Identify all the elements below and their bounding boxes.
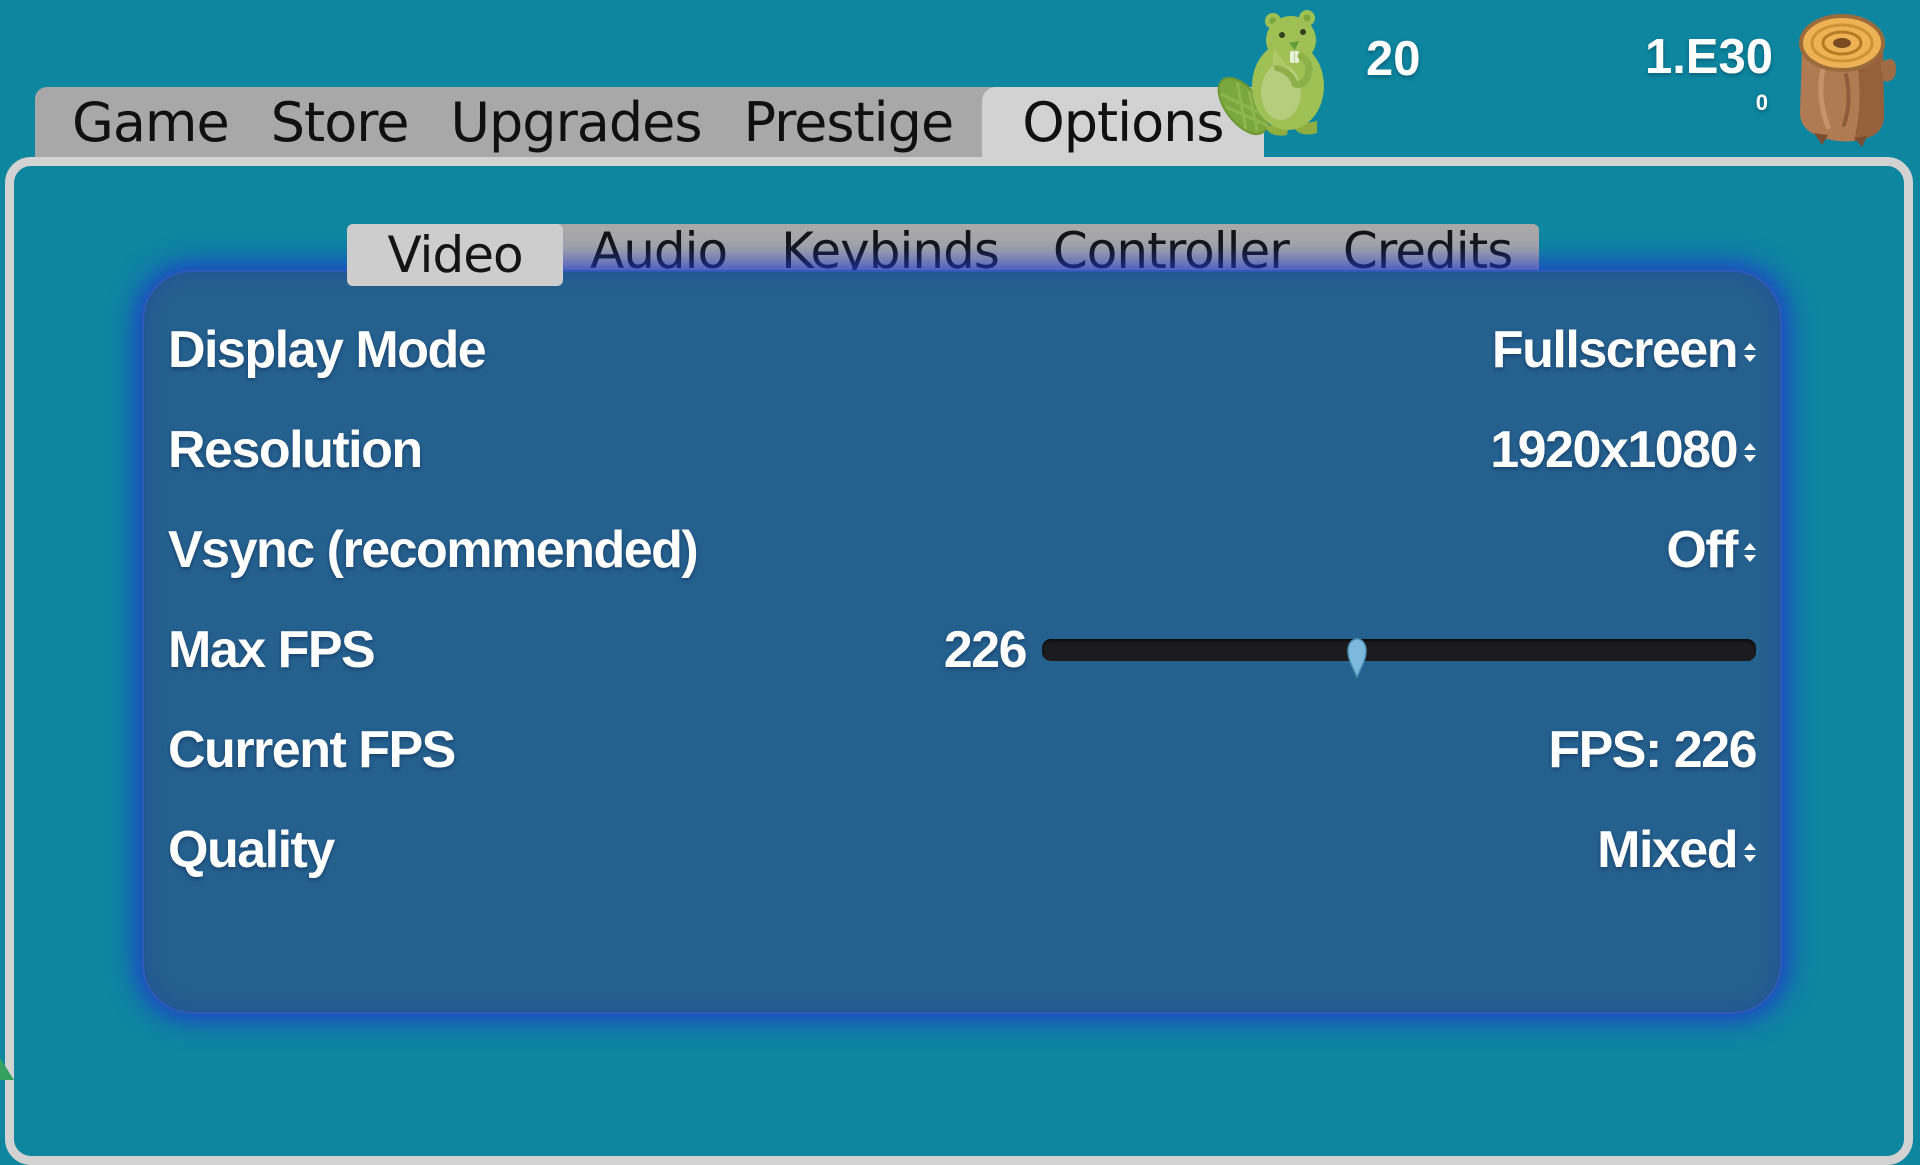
quality-label: Quality [168,821,335,879]
main-tab-bar: Game Store Upgrades Prestige Options [35,87,1264,157]
tab-video[interactable]: Video [347,224,563,286]
vsync-label: Vsync (recommended) [168,521,699,579]
setting-row-vsync: Vsync (recommended) Off [168,500,1756,600]
resolution-value: 1920x1080 [1490,421,1738,479]
vsync-value: Off [1666,521,1738,579]
dropdown-arrows-icon [1744,342,1756,362]
quality-value: Mixed [1597,821,1738,879]
dropdown-arrows-icon [1744,842,1756,862]
display-mode-value: Fullscreen [1491,321,1739,379]
tab-prestige[interactable]: Prestige [743,90,955,154]
max-fps-value: 226 [943,621,1028,679]
dropdown-arrows-icon [1744,442,1756,462]
vsync-dropdown[interactable]: Off [1666,520,1756,580]
setting-row-resolution: Resolution 1920x1080 [168,400,1756,500]
setting-row-max-fps: Max FPS 226 [168,600,1756,700]
tab-upgrades[interactable]: Upgrades [450,90,703,154]
resolution-dropdown[interactable]: 1920x1080 [1490,420,1756,480]
tab-game[interactable]: Game [72,90,230,154]
quality-dropdown[interactable]: Mixed [1597,820,1756,880]
setting-row-display-mode: Display Mode Fullscreen [168,300,1756,400]
beaver-count: 20 [1366,32,1421,86]
log-rate: 0 [1755,90,1768,115]
tab-options[interactable]: Options [982,87,1264,157]
current-fps-label: Current FPS [168,721,456,779]
log-count: 1.E30 [1644,30,1773,84]
current-fps-value: FPS: 226 [1548,721,1757,779]
display-mode-dropdown[interactable]: Fullscreen [1492,320,1756,380]
tab-store[interactable]: Store [270,90,410,154]
display-mode-label: Display Mode [168,321,487,379]
log-icon [1784,5,1902,154]
max-fps-slider-handle[interactable] [1347,631,1367,680]
beaver-icon [1205,8,1355,147]
max-fps-label: Max FPS [168,621,376,679]
resolution-label: Resolution [168,421,423,479]
dropdown-arrows-icon [1744,542,1756,562]
video-settings-panel: Display Mode Fullscreen Resolution 1920x… [142,270,1782,1014]
setting-row-current-fps: Current FPS FPS: 226 [168,700,1757,800]
max-fps-slider-track[interactable] [1042,638,1756,680]
max-fps-slider-group: 226 [944,620,1756,680]
setting-row-quality: Quality Mixed [168,800,1756,900]
